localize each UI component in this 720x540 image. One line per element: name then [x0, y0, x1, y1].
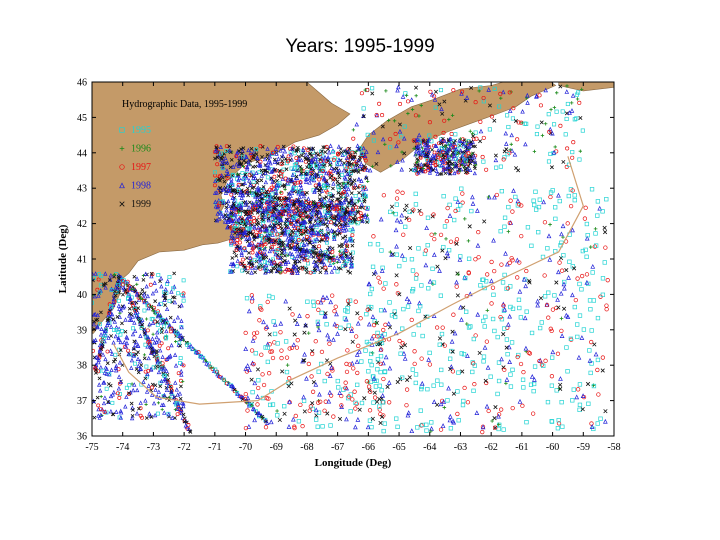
- x-tick-label: -72: [177, 442, 190, 453]
- y-tick-label: 44: [77, 148, 87, 159]
- x-tick-label: -71: [208, 442, 221, 453]
- legend-label: 1999: [131, 199, 151, 210]
- legend: Hydrographic Data, 1995-1999 1995 1996 199…: [119, 99, 247, 210]
- x-axis-label: Longitude (Deg): [315, 457, 392, 469]
- x-tick-label: -61: [515, 442, 528, 453]
- x-tick-label: -68: [300, 442, 313, 453]
- legend-item-1996: 1996: [119, 144, 151, 155]
- x-tick-label: -73: [147, 442, 160, 453]
- y-tick-label: 40: [77, 290, 87, 301]
- x-tick-label: -58: [607, 442, 620, 453]
- y-tick-label: 37: [77, 396, 87, 407]
- x-tick-label: -69: [270, 442, 283, 453]
- y-tick-label: 39: [77, 325, 87, 336]
- legend-item-1995: 1995: [119, 125, 151, 136]
- y-tick-label: 41: [77, 255, 87, 266]
- legend-item-1997: 1997: [119, 162, 151, 173]
- y-tick-label: 36: [77, 432, 87, 443]
- legend-item-1999: 1999: [119, 199, 151, 210]
- x-tick-label: -67: [331, 442, 344, 453]
- y-tick-label: 46: [77, 78, 87, 89]
- legend-label: 1996: [131, 144, 151, 155]
- x-tick-label: -70: [239, 442, 252, 453]
- y-tick-label: 42: [77, 219, 87, 230]
- y-tick-label: 38: [77, 361, 87, 372]
- x-tick-label: -75: [85, 442, 98, 453]
- y-tick-label: 43: [77, 184, 87, 195]
- legend-label: 1998: [131, 181, 151, 192]
- legend-item-1998: 1998: [119, 181, 151, 192]
- y-tick-label: 45: [77, 113, 87, 124]
- x-tick-label: -64: [423, 442, 436, 453]
- gulf-stream-track: [112, 156, 584, 405]
- station-points: [92, 84, 610, 435]
- page-title: Years: 1995-1999: [285, 36, 435, 57]
- y-axis: 36 37 38 39 40 41 42 43 44 45 46: [77, 78, 614, 443]
- legend-title: Hydrographic Data, 1995-1999: [122, 99, 247, 110]
- x-tick-label: -65: [392, 442, 405, 453]
- y-axis-label: Latitude (Deg): [57, 224, 69, 293]
- x-tick-label: -66: [362, 442, 375, 453]
- x-tick-label: -60: [546, 442, 559, 453]
- x-tick-label: -74: [116, 442, 129, 453]
- x-tick-label: -62: [485, 442, 498, 453]
- x-tick-label: -59: [577, 442, 590, 453]
- legend-label: 1997: [131, 162, 151, 173]
- legend-label: 1995: [131, 125, 151, 136]
- x-tick-label: -63: [454, 442, 467, 453]
- x-axis: -75 -74 -73 -72 -71 -70 -69 -68 -67 -66 -65 -64 -63 -…: [85, 82, 621, 453]
